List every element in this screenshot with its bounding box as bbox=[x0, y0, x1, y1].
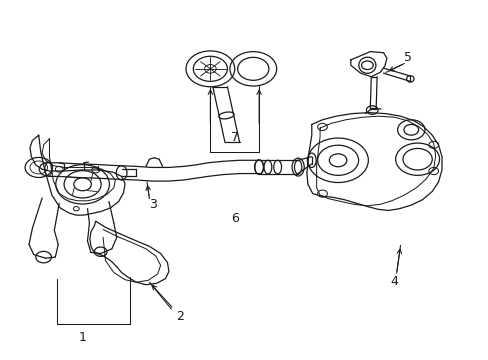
Text: 1: 1 bbox=[79, 331, 86, 344]
Text: 4: 4 bbox=[390, 275, 398, 288]
Text: 6: 6 bbox=[230, 212, 238, 225]
Text: 3: 3 bbox=[148, 198, 157, 211]
Text: 7: 7 bbox=[230, 131, 238, 144]
Text: 5: 5 bbox=[403, 51, 411, 64]
Text: 2: 2 bbox=[176, 310, 183, 324]
